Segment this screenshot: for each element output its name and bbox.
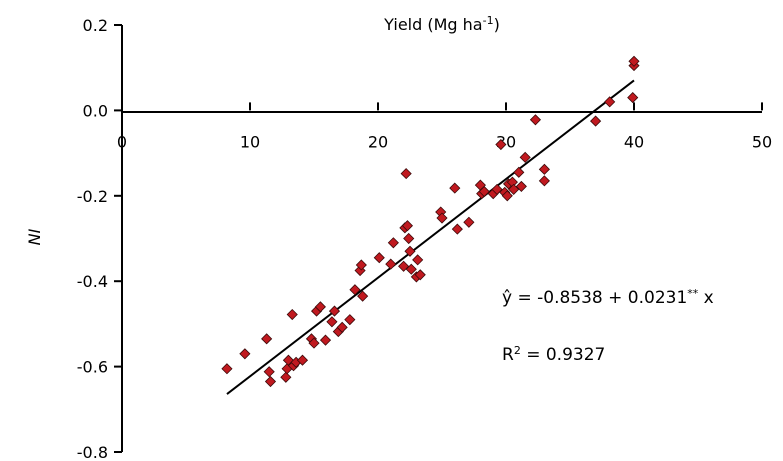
data-point (519, 151, 531, 163)
axis-ticks (114, 24, 763, 453)
data-point (336, 321, 348, 333)
data-point (451, 223, 463, 235)
axes (121, 25, 762, 452)
r-squared-label: R2 = 0.9327 (502, 344, 605, 366)
data-point (280, 371, 292, 383)
data-point (436, 212, 448, 224)
data-point (328, 305, 341, 317)
data-point (495, 138, 507, 151)
y-tick-label: -0.8 (77, 443, 108, 461)
data-point (414, 269, 426, 281)
data-point (501, 190, 513, 202)
y-tick-label: -0.6 (77, 358, 108, 377)
y-axis-title: NI (25, 228, 44, 245)
data-point (373, 252, 385, 264)
data-point (404, 245, 416, 257)
data-point (319, 334, 332, 346)
data-point (355, 259, 367, 271)
x-tick-label: 10 (240, 132, 260, 151)
data-point (412, 254, 424, 266)
y-tick-label: -0.2 (77, 187, 108, 206)
data-point (401, 220, 414, 232)
data-point (264, 375, 277, 388)
data-point (314, 301, 326, 313)
data-point (604, 96, 616, 108)
x-axis-title: Yield (Mg ha-1) (383, 14, 500, 35)
tick-labels: 0.20.0-0.2-0.4-0.6-0.80 10 20 30 40 50 (77, 16, 772, 461)
data-point (308, 337, 320, 349)
data-point (239, 348, 251, 360)
x-tick-label: 0 (117, 132, 127, 151)
data-point (627, 92, 639, 104)
data-point (538, 175, 550, 187)
data-point (349, 284, 361, 296)
data-point (387, 237, 399, 249)
x-tick-label: 40 (624, 132, 644, 151)
data-point (385, 258, 397, 270)
regression-equation: ŷ = -0.8538 + 0.0231** x (502, 287, 714, 309)
data-point (508, 183, 520, 195)
data-point (405, 263, 417, 275)
data-point (590, 115, 602, 127)
data-point (403, 232, 415, 245)
data-point (449, 182, 461, 194)
data-point (478, 185, 490, 198)
data-point (463, 216, 475, 228)
data-point (529, 114, 542, 126)
y-tick-label: 0.2 (83, 16, 108, 35)
data-point (398, 260, 410, 272)
y-tick-label: 0.0 (83, 101, 108, 120)
data-point (515, 180, 527, 192)
data-point (221, 363, 233, 375)
data-point (326, 316, 338, 328)
y-tick-label: -0.4 (77, 272, 108, 291)
data-point (400, 168, 412, 180)
data-points (221, 55, 640, 388)
data-point (491, 183, 503, 195)
data-point (538, 163, 550, 175)
data-point (628, 55, 640, 67)
regression-line (226, 79, 635, 395)
data-point (357, 290, 369, 302)
data-point (344, 314, 356, 326)
x-tick-label: 20 (368, 132, 388, 151)
data-point (513, 166, 525, 178)
x-tick-label: 50 (752, 132, 772, 151)
data-point (286, 308, 298, 321)
data-point (261, 333, 273, 345)
data-point (263, 366, 275, 378)
data-point (296, 354, 309, 366)
